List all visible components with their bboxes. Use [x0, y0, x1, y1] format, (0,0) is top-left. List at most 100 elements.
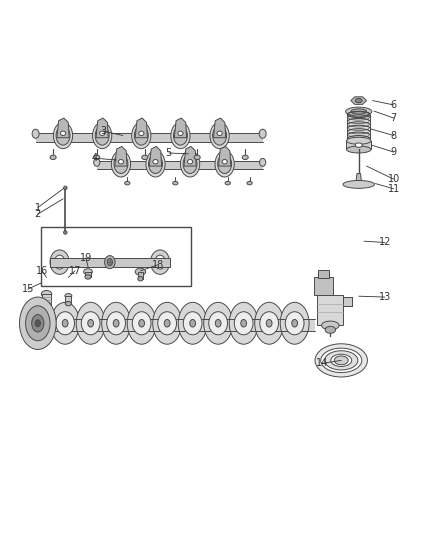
Ellipse shape: [41, 290, 52, 297]
Ellipse shape: [217, 131, 222, 135]
Ellipse shape: [56, 312, 74, 335]
Ellipse shape: [125, 181, 130, 185]
Ellipse shape: [285, 312, 304, 335]
Ellipse shape: [209, 312, 227, 335]
Ellipse shape: [32, 314, 44, 332]
Ellipse shape: [346, 107, 372, 116]
Ellipse shape: [180, 151, 200, 177]
Ellipse shape: [242, 155, 248, 159]
Ellipse shape: [218, 154, 232, 174]
Ellipse shape: [88, 319, 94, 327]
Text: 3: 3: [100, 126, 106, 136]
Ellipse shape: [241, 319, 247, 327]
Text: 2: 2: [35, 209, 41, 219]
Text: 16: 16: [36, 266, 48, 276]
Polygon shape: [135, 118, 148, 138]
Ellipse shape: [247, 181, 252, 185]
Ellipse shape: [113, 319, 119, 327]
Ellipse shape: [60, 131, 66, 135]
Ellipse shape: [321, 321, 339, 330]
Ellipse shape: [37, 319, 42, 327]
Ellipse shape: [25, 306, 50, 341]
Ellipse shape: [255, 302, 283, 344]
Ellipse shape: [54, 255, 65, 269]
Bar: [343, 297, 352, 306]
Ellipse shape: [187, 159, 193, 164]
Ellipse shape: [85, 275, 91, 279]
Text: 13: 13: [379, 292, 391, 302]
Ellipse shape: [65, 294, 72, 298]
Ellipse shape: [81, 312, 100, 335]
Ellipse shape: [315, 344, 367, 377]
Ellipse shape: [178, 131, 183, 135]
Ellipse shape: [139, 319, 145, 327]
Ellipse shape: [107, 259, 113, 265]
Ellipse shape: [331, 354, 352, 367]
Ellipse shape: [32, 129, 39, 138]
Ellipse shape: [155, 255, 165, 269]
Ellipse shape: [266, 319, 272, 327]
Ellipse shape: [260, 158, 266, 166]
Ellipse shape: [215, 319, 221, 327]
Ellipse shape: [50, 155, 56, 159]
Ellipse shape: [142, 155, 148, 159]
Ellipse shape: [30, 312, 49, 335]
Ellipse shape: [92, 123, 112, 149]
Ellipse shape: [260, 312, 279, 335]
Ellipse shape: [343, 181, 374, 188]
Ellipse shape: [321, 348, 362, 373]
Ellipse shape: [164, 319, 170, 327]
Ellipse shape: [132, 312, 151, 335]
Ellipse shape: [134, 126, 148, 145]
Ellipse shape: [178, 302, 207, 344]
Ellipse shape: [146, 151, 165, 177]
Ellipse shape: [194, 155, 200, 159]
Ellipse shape: [50, 250, 69, 274]
Ellipse shape: [94, 158, 100, 166]
Ellipse shape: [153, 159, 158, 164]
Ellipse shape: [259, 129, 266, 138]
Text: 15: 15: [21, 284, 34, 294]
Polygon shape: [97, 161, 263, 169]
Text: 1: 1: [35, 203, 41, 213]
Text: 12: 12: [379, 238, 391, 247]
Ellipse shape: [62, 319, 68, 327]
Polygon shape: [57, 118, 69, 138]
Polygon shape: [356, 174, 361, 181]
Ellipse shape: [150, 250, 170, 274]
Bar: [138, 272, 143, 279]
Ellipse shape: [51, 302, 80, 344]
Ellipse shape: [222, 159, 227, 164]
Text: 5: 5: [166, 148, 172, 158]
Ellipse shape: [102, 302, 131, 344]
Ellipse shape: [94, 155, 100, 159]
Text: 14: 14: [315, 358, 328, 368]
Ellipse shape: [64, 186, 67, 190]
Text: 11: 11: [388, 184, 400, 194]
Ellipse shape: [64, 231, 67, 234]
Text: 9: 9: [391, 147, 397, 157]
Ellipse shape: [25, 302, 54, 344]
Ellipse shape: [183, 312, 202, 335]
Ellipse shape: [19, 297, 56, 350]
Ellipse shape: [135, 268, 146, 275]
Ellipse shape: [215, 151, 234, 177]
Bar: [347, 115, 370, 142]
Ellipse shape: [292, 319, 297, 327]
Polygon shape: [184, 147, 196, 166]
Bar: [318, 270, 329, 278]
Bar: [317, 295, 343, 326]
Bar: [42, 294, 51, 305]
Ellipse shape: [148, 154, 162, 174]
Ellipse shape: [53, 123, 73, 149]
Ellipse shape: [65, 302, 71, 306]
Ellipse shape: [190, 319, 195, 327]
Polygon shape: [115, 147, 127, 166]
Polygon shape: [213, 118, 226, 138]
Bar: [314, 277, 333, 295]
Polygon shape: [35, 133, 263, 142]
Text: 17: 17: [69, 266, 81, 276]
Polygon shape: [50, 258, 170, 266]
Text: 19: 19: [80, 253, 92, 263]
Ellipse shape: [210, 123, 229, 149]
